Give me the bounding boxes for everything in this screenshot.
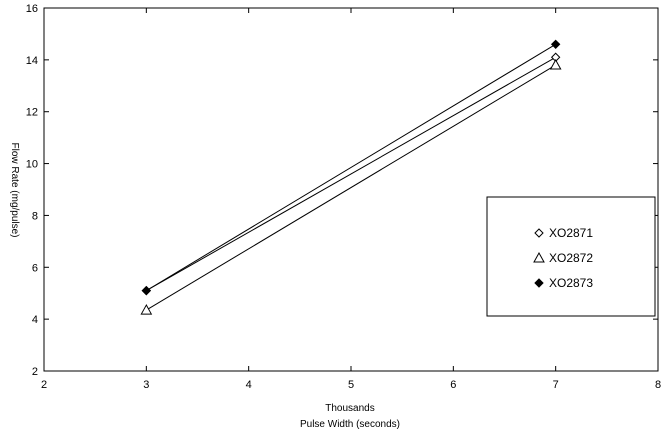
series-line [146,64,556,311]
legend-marker [534,228,544,238]
series-xo2872 [140,59,562,315]
series-line [146,43,556,292]
legend-item: XO2872 [533,251,593,265]
y-tick-label: 8 [32,210,38,222]
x-tick-label: 5 [348,379,354,391]
legend-marker [533,251,545,263]
legend-item: XO2873 [534,276,593,290]
data-point [550,39,561,50]
legend-label: XO2871 [549,226,593,240]
legend-label: XO2872 [549,251,593,265]
legend-marker [534,278,544,288]
y-tick-label: 16 [26,3,38,15]
legend-box [486,196,656,317]
x-tick-label: 2 [41,379,47,391]
y-tick-label: 14 [26,55,38,67]
x-tick-label: 6 [450,379,456,391]
y-tick-label: 10 [26,159,38,171]
y-axis-title: Flow Rate (mg/pulse) [9,142,20,237]
x-tick-label: 7 [553,379,559,391]
y-tick-label: 6 [32,262,38,274]
x-tick-label: 4 [246,379,252,391]
x-axis-units-label: Thousands [325,403,374,414]
y-tick-label: 4 [32,314,38,326]
x-axis-title: Pulse Width (seconds) [300,419,400,430]
series-line [146,56,556,292]
chart-series [140,39,562,315]
data-point [549,59,562,70]
y-tick-label: 12 [26,107,38,119]
series-xo2873 [141,39,561,296]
data-point [141,285,152,296]
chart-legend: XO2871 XO2872 XO2873 [486,196,656,317]
chart-axes [43,7,659,372]
x-tick-label: 3 [143,379,149,391]
legend-label: XO2873 [549,276,593,290]
y-tick-label: 2 [32,366,38,378]
legend-item: XO2871 [534,226,593,240]
data-point [140,304,153,315]
x-tick-label: 8 [655,379,661,391]
plot-frame [43,7,659,372]
